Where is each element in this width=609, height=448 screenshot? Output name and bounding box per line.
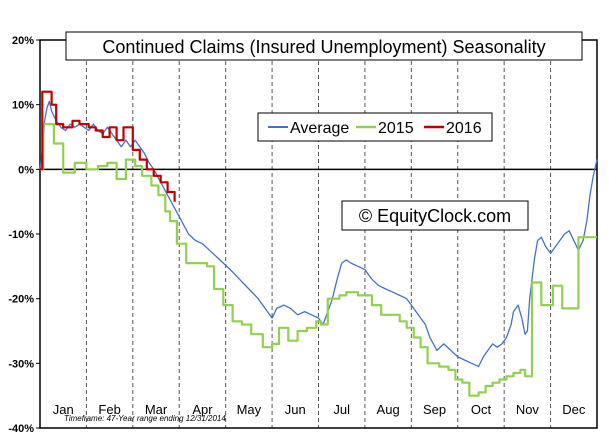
y-tick-label: -20% bbox=[8, 294, 34, 306]
y-tick-label: -30% bbox=[8, 358, 34, 370]
series-layer bbox=[39, 90, 598, 397]
watermark-box: © EquityClock.com bbox=[341, 200, 529, 231]
x-tick-label: Mar bbox=[145, 402, 168, 417]
x-tick-label: May bbox=[237, 402, 262, 417]
x-tick-label: Sep bbox=[423, 402, 446, 417]
title-frame bbox=[65, 31, 583, 61]
watermark-frame bbox=[341, 200, 529, 231]
x-tick-label: Apr bbox=[192, 402, 213, 417]
y-tick-label: 20% bbox=[12, 35, 34, 47]
x-tick-label: Dec bbox=[562, 402, 586, 417]
chart-title: Continued Claims (Insured Unemployment) … bbox=[102, 37, 545, 57]
x-tick-label: Nov bbox=[516, 402, 540, 417]
legend-label-average: Average bbox=[290, 120, 349, 137]
x-tick-label: Jun bbox=[285, 402, 306, 417]
x-tick-label: Jan bbox=[53, 402, 74, 417]
y-tick-label: -40% bbox=[8, 423, 34, 435]
x-tick-label: Aug bbox=[377, 402, 400, 417]
legend: Average 2015 2016 bbox=[257, 112, 493, 142]
footnote: Timeframe: 47-Year range ending 12/31/20… bbox=[64, 414, 226, 423]
y-tick-label: 10% bbox=[12, 100, 34, 112]
series-line-2015 bbox=[40, 123, 597, 397]
x-tick-label: Feb bbox=[98, 402, 120, 417]
series-line-2016 bbox=[40, 90, 176, 202]
x-tick-label: Jul bbox=[333, 402, 350, 417]
title-box: Continued Claims (Insured Unemployment) … bbox=[65, 31, 583, 61]
legend-label-2016: 2016 bbox=[446, 120, 482, 137]
y-tick-label: 0% bbox=[18, 164, 34, 176]
y-tick-label: -10% bbox=[8, 229, 34, 241]
grid-layer bbox=[85, 40, 552, 428]
x-tick-label: Oct bbox=[471, 402, 492, 417]
watermark-text: © EquityClock.com bbox=[359, 206, 511, 226]
legend-label-2015: 2015 bbox=[378, 120, 414, 137]
